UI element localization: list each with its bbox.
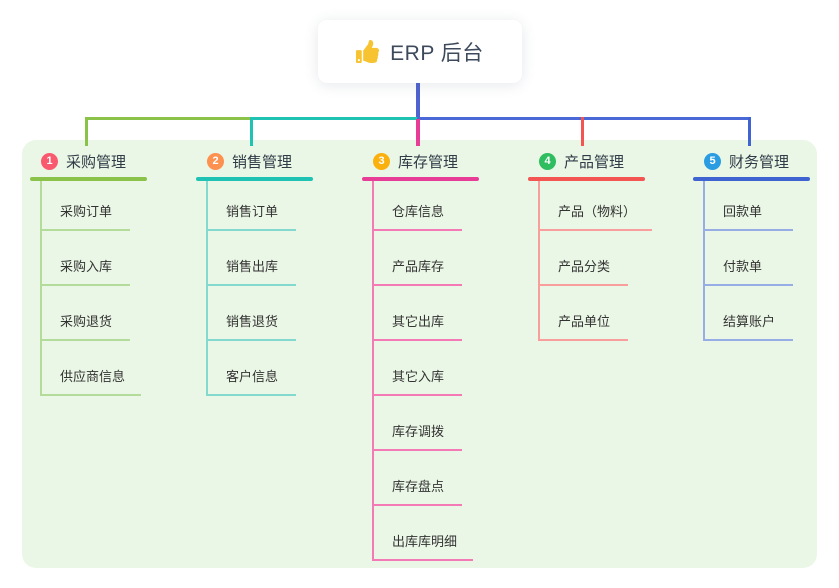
branch-underline [528, 177, 645, 181]
branch-children: 采购订单 采购入库 采购退货 供应商信息 [40, 181, 142, 396]
child-node[interactable]: 其它出库 [374, 286, 462, 341]
child-node[interactable]: 库存调拨 [374, 396, 462, 451]
connector-drop-5 [748, 117, 751, 146]
root-title: ERP 后台 [390, 41, 484, 65]
root-node[interactable]: ERP 后台 [318, 20, 522, 83]
child-node[interactable]: 客户信息 [208, 341, 296, 396]
child-node[interactable]: 出库库明细 [374, 506, 474, 561]
connector-drop-4 [581, 117, 584, 146]
branch-underline [196, 177, 313, 181]
child-node[interactable]: 销售订单 [208, 181, 296, 231]
connector-drop-2 [250, 117, 253, 146]
child-node[interactable]: 仓库信息 [374, 181, 462, 231]
child-node[interactable]: 回款单 [705, 181, 793, 231]
connector-root-drop [416, 83, 420, 118]
child-node[interactable]: 产品（物料） [540, 181, 653, 231]
child-node[interactable]: 产品分类 [540, 231, 628, 286]
branch-children: 仓库信息 产品库存 其它出库 其它入库 库存调拨 库存盘点 出库库明细 [372, 181, 474, 561]
branch-purchase: 1 采购管理 采购订单 采购入库 采购退货 供应商信息 [30, 148, 195, 396]
connector-horizontal-left [85, 117, 252, 120]
branch-finance-header[interactable]: 5 财务管理 [693, 148, 839, 174]
child-node[interactable]: 采购入库 [42, 231, 130, 286]
connector-horizontal-mid [250, 117, 418, 120]
branch-title: 财务管理 [729, 153, 790, 171]
branch-inventory-header[interactable]: 3 库存管理 [362, 148, 527, 174]
branch-sales-header[interactable]: 2 销售管理 [196, 148, 361, 174]
thumbs-up-icon [356, 40, 380, 63]
branch-inventory: 3 库存管理 仓库信息 产品库存 其它出库 其它入库 库存调拨 库存盘点 出库库… [362, 148, 527, 561]
child-node[interactable]: 产品库存 [374, 231, 462, 286]
child-node[interactable]: 采购订单 [42, 181, 130, 231]
child-node[interactable]: 销售出库 [208, 231, 296, 286]
child-node[interactable]: 库存盘点 [374, 451, 462, 506]
child-node[interactable]: 供应商信息 [42, 341, 142, 396]
mindmap-panel [22, 140, 817, 568]
branch-number-badge: 2 [207, 152, 224, 170]
child-node[interactable]: 付款单 [705, 231, 793, 286]
branch-title: 采购管理 [66, 153, 127, 171]
branch-children: 产品（物料） 产品分类 产品单位 [538, 181, 653, 341]
branch-number-badge: 1 [41, 152, 58, 170]
branch-title: 库存管理 [398, 153, 459, 171]
branch-underline [362, 177, 479, 181]
connector-drop-1 [85, 117, 88, 146]
branch-title: 销售管理 [232, 153, 293, 171]
child-node[interactable]: 其它入库 [374, 341, 462, 396]
connector-horizontal-right [417, 117, 751, 120]
child-node[interactable]: 结算账户 [705, 286, 793, 341]
child-node[interactable]: 采购退货 [42, 286, 130, 341]
branch-finance: 5 财务管理 回款单 付款单 结算账户 [693, 148, 839, 341]
branch-underline [693, 177, 810, 181]
connector-drop-3 [416, 119, 420, 146]
branch-children: 回款单 付款单 结算账户 [703, 181, 793, 341]
branch-underline [30, 177, 147, 181]
child-node[interactable]: 销售退货 [208, 286, 296, 341]
branch-sales: 2 销售管理 销售订单 销售出库 销售退货 客户信息 [196, 148, 361, 396]
branch-number-badge: 4 [539, 152, 556, 170]
branch-product: 4 产品管理 产品（物料） 产品分类 产品单位 [528, 148, 693, 341]
branch-title: 产品管理 [564, 153, 625, 171]
branch-children: 销售订单 销售出库 销售退货 客户信息 [206, 181, 296, 396]
branch-product-header[interactable]: 4 产品管理 [528, 148, 693, 174]
branch-purchase-header[interactable]: 1 采购管理 [30, 148, 195, 174]
branch-number-badge: 5 [704, 152, 721, 170]
child-node[interactable]: 产品单位 [540, 286, 628, 341]
branch-number-badge: 3 [373, 152, 390, 170]
